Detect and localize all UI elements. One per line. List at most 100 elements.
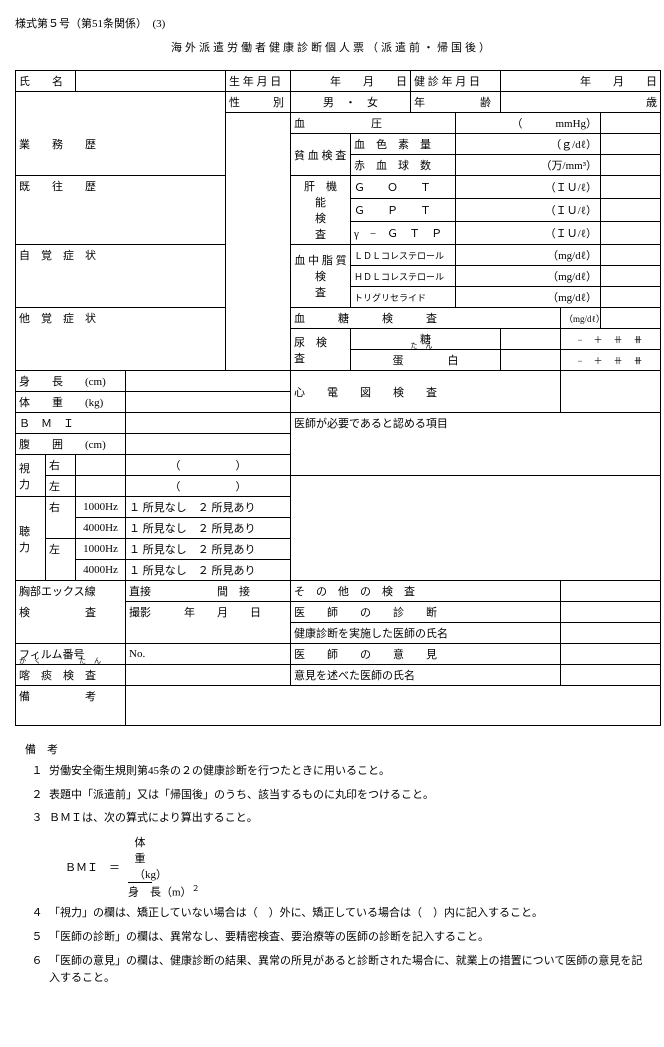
field-age[interactable]: 歳 [501,92,661,113]
h-l-1000: 1000Hz [76,539,126,560]
field-gpt[interactable] [601,199,661,222]
note-num-1: １ [25,763,49,781]
note-4: 「視力」の欄は、矯正していない場合は（ ）外に、矯正している場合は（ ）内に記入… [49,905,649,923]
note-5: 「医師の診断」の欄は、異常なし、要精密検査、要治療等の医師の診断を記入すること。 [49,929,649,947]
label-v-right: 右 [46,455,76,476]
field-rbc[interactable] [601,155,661,176]
field-other-exam[interactable] [561,581,661,602]
field-ecg[interactable] [561,371,661,413]
hemoglobin-unit: （ｇ/dℓ） [456,134,601,155]
h-l-blank [46,560,76,581]
field-exam-date[interactable]: 年 月 日 [501,71,661,92]
field-name[interactable] [76,71,226,92]
label-bp: 血 圧 [291,113,456,134]
label-doctor-items[interactable]: 医師が必要であると認める項目 [291,413,661,476]
h-l-4000: 4000Hz [76,560,126,581]
field-ggtp[interactable] [601,222,661,245]
label-u-protein: たん蛋 白 [351,350,501,371]
ldl-unit: （mg/dℓ） [456,245,601,266]
field-glucose[interactable] [601,308,661,329]
got-unit: （ＩＵ/ℓ） [456,176,601,199]
label-work-hist: 業 務 歴 [16,134,226,155]
field-opinion-doctor[interactable] [561,665,661,686]
h-l-1000-val[interactable]: １ 所見なし ２ 所見あり [126,539,291,560]
note-num-2: ２ [25,787,49,805]
label-glucose: 血 糖 検 査 [291,308,561,329]
field-tg[interactable] [601,287,661,308]
note-num-6: ６ [25,953,49,988]
chest-date[interactable]: 撮影 年 月 日 [126,602,291,644]
label-past-hist[interactable]: 既 往 歴 [16,176,226,245]
label-other-exam: そ の 他 の 検 査 [291,581,561,602]
field-remarks[interactable] [126,686,661,726]
label-work-hist-top [16,92,226,134]
label-h-left: 左 [46,539,76,560]
doctor-items-area[interactable] [291,476,661,581]
label-ecg: 心 電 図 検 査 [291,371,561,413]
glucose-unit: （mg/dℓ） [561,308,601,329]
field-bmi[interactable] [126,413,291,434]
field-v-right[interactable] [76,455,126,476]
label-abdomen: 腹 囲 (cm) [16,434,126,455]
field-hdl[interactable] [601,266,661,287]
label-hemoglobin: 血 色 素 量 [351,134,456,155]
field-abdomen[interactable] [126,434,291,455]
note-6: 「医師の意見」の欄は、健康診断の結果、異常の所見があると診断された場合に、就業上… [49,953,649,988]
u-sugar-sym[interactable]: − ＋ ⧺ ⧻ [561,329,661,350]
field-got[interactable] [601,176,661,199]
label-sex: 性 別 [226,92,291,113]
h-r-4000: 4000Hz [76,518,126,539]
note-num-5: ５ [25,929,49,947]
field-bp[interactable] [601,113,661,134]
label-other[interactable]: 他 覚 症 状 [16,308,226,371]
hdl-unit: （mg/dℓ） [456,266,601,287]
field-exam-doctor[interactable] [561,623,661,644]
label-liver: 肝 機 能検 査 [291,176,351,245]
label-chest2: 検 査 [16,602,126,644]
bmi-denom: 身 長（m）２ [128,883,200,900]
field-diagnosis[interactable] [561,602,661,623]
note-num-4: ４ [25,905,49,923]
field-work-hist[interactable] [16,155,226,176]
label-subj[interactable]: 自 覚 症 状 [16,245,226,308]
field-hemoglobin[interactable] [601,134,661,155]
form-number: 様式第５号（第51条関係） (3) [15,15,649,31]
paren-r[interactable]: （ ） [126,455,291,476]
field-v-left[interactable] [76,476,126,497]
label-gpt: Ｇ Ｐ Ｔ [351,199,456,222]
label-anemia: 貧 血 検 査 [291,134,351,176]
h-l-4000-val[interactable]: １ 所見なし ２ 所見あり [126,560,291,581]
field-film[interactable]: No. [126,644,291,665]
label-tg: トリグリセライド [351,287,456,308]
label-bmi: Ｂ Ｍ Ｉ [16,413,126,434]
label-opinion: 医 師 の 意 見 [291,644,561,665]
note-num-3: ３ [25,810,49,828]
field-opinion[interactable] [561,644,661,665]
field-birth[interactable]: 年 月 日 [291,71,411,92]
label-name: 氏 名 [16,71,76,92]
paren-l[interactable]: （ ） [126,476,291,497]
h-r-1000-val[interactable]: １ 所見なし ２ 所見あり [126,497,291,518]
field-u-sugar[interactable] [501,329,561,350]
note-3: ＢＭＩは、次の算式により算出すること。 [49,810,649,828]
note-1: 労働安全衛生規則第45条の２の健康診断を行つたときに用いること。 [49,763,649,781]
bmi-formula: ＢＭＩ ＝ 体 重（kg） 身 長（m）２ [65,834,649,900]
field-sputum[interactable] [126,665,291,686]
field-u-protein[interactable] [501,350,561,371]
u-protein-sym[interactable]: − ＋ ⧺ ⧻ [561,350,661,371]
chest-method[interactable]: 直接 間 接 [126,581,291,602]
field-ldl[interactable] [601,245,661,266]
h-r-4000-val[interactable]: １ 所見なし ２ 所見あり [126,518,291,539]
field-height[interactable] [126,371,291,392]
field-weight[interactable] [126,392,291,413]
gpt-unit: （ＩＵ/ℓ） [456,199,601,222]
label-vision: 視 力 [16,455,46,497]
label-lipid: 血 中 脂 質検 査 [291,245,351,308]
tg-unit: （mg/dℓ） [456,287,601,308]
bmi-numer: 体 重（kg） [128,834,152,883]
label-opinion-doctor: 意見を述べた医師の氏名 [291,665,561,686]
bp-unit: （ mmHg） [456,113,601,134]
label-urine: 尿 検 査 [291,329,351,371]
field-sex[interactable]: 男 ・ 女 [291,92,411,113]
label-exam-doctor: 健康診断を実施した医師の氏名 [291,623,561,644]
